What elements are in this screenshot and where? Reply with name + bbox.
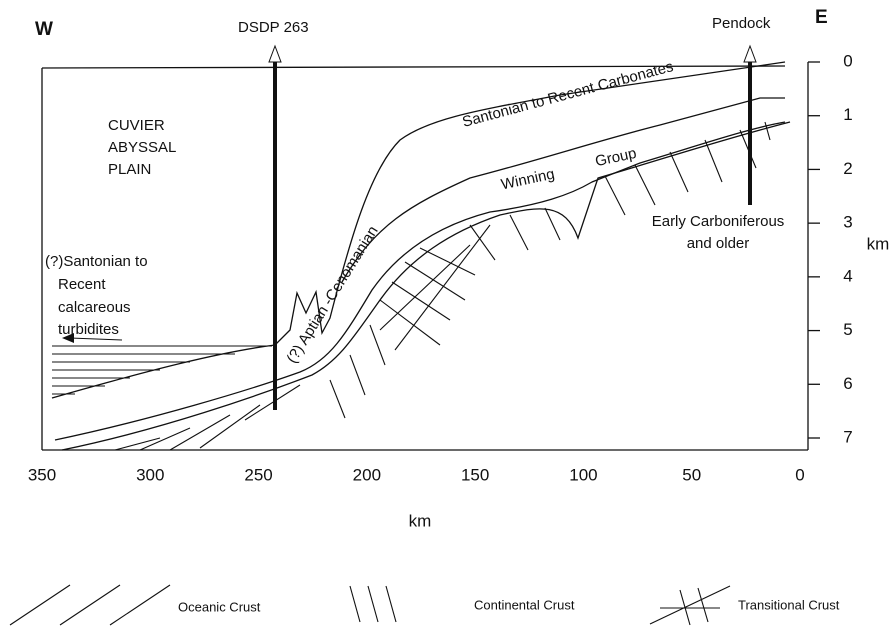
y-tick-label: 6 [843,374,852,393]
y-axis-label: km [867,234,890,253]
west-label: W [35,19,53,40]
well-label: DSDP 263 [238,19,309,36]
strata [51,61,791,451]
legend-label: Oceanic Crust [178,599,261,614]
unit-label: Early Carboniferous [652,213,785,230]
legend-label: Transitional Crust [738,597,840,612]
east-label: E [815,7,828,28]
unit-label: calcareous [58,299,131,316]
unit-label: Recent [58,276,106,293]
y-tick-label: 5 [843,320,852,339]
unit-label: (?)Santonian to [45,253,148,270]
turbidite-layers [52,333,272,395]
x-tick-label: 350 [28,465,56,484]
y-tick-label: 0 [843,51,852,70]
unit-label: and older [687,235,750,252]
x-tick-label: 50 [682,465,701,484]
wells [268,44,757,410]
x-tick-label: 100 [569,465,597,484]
frame [41,62,809,451]
unit-label: turbidites [58,321,119,338]
legend: Oceanic Crust Continental Crust Transiti… [9,584,840,626]
x-tick-label: 150 [461,465,489,484]
x-tick-label: 300 [136,465,164,484]
x-tick-label: 250 [244,465,272,484]
legend-label: Continental Crust [474,597,575,612]
y-tick-label: 3 [843,213,852,232]
crust-hatching [114,121,771,451]
unit-label: Santonian to Recent Carbonates [461,58,676,131]
x-tick-label: 200 [353,465,381,484]
region-label: CUVIER [108,117,165,134]
y-tick-label: 7 [843,427,852,446]
x-tick-label: 0 [795,465,804,484]
well-label: Pendock [712,15,771,32]
y-tick-label: 2 [843,159,852,178]
region-label: PLAIN [108,161,151,178]
unit-label: Winning [500,166,557,194]
x-axis-label: km [409,511,432,530]
region-label: ABYSSAL [108,139,176,156]
y-tick-label: 1 [843,105,852,124]
y-tick-label: 4 [843,266,852,285]
